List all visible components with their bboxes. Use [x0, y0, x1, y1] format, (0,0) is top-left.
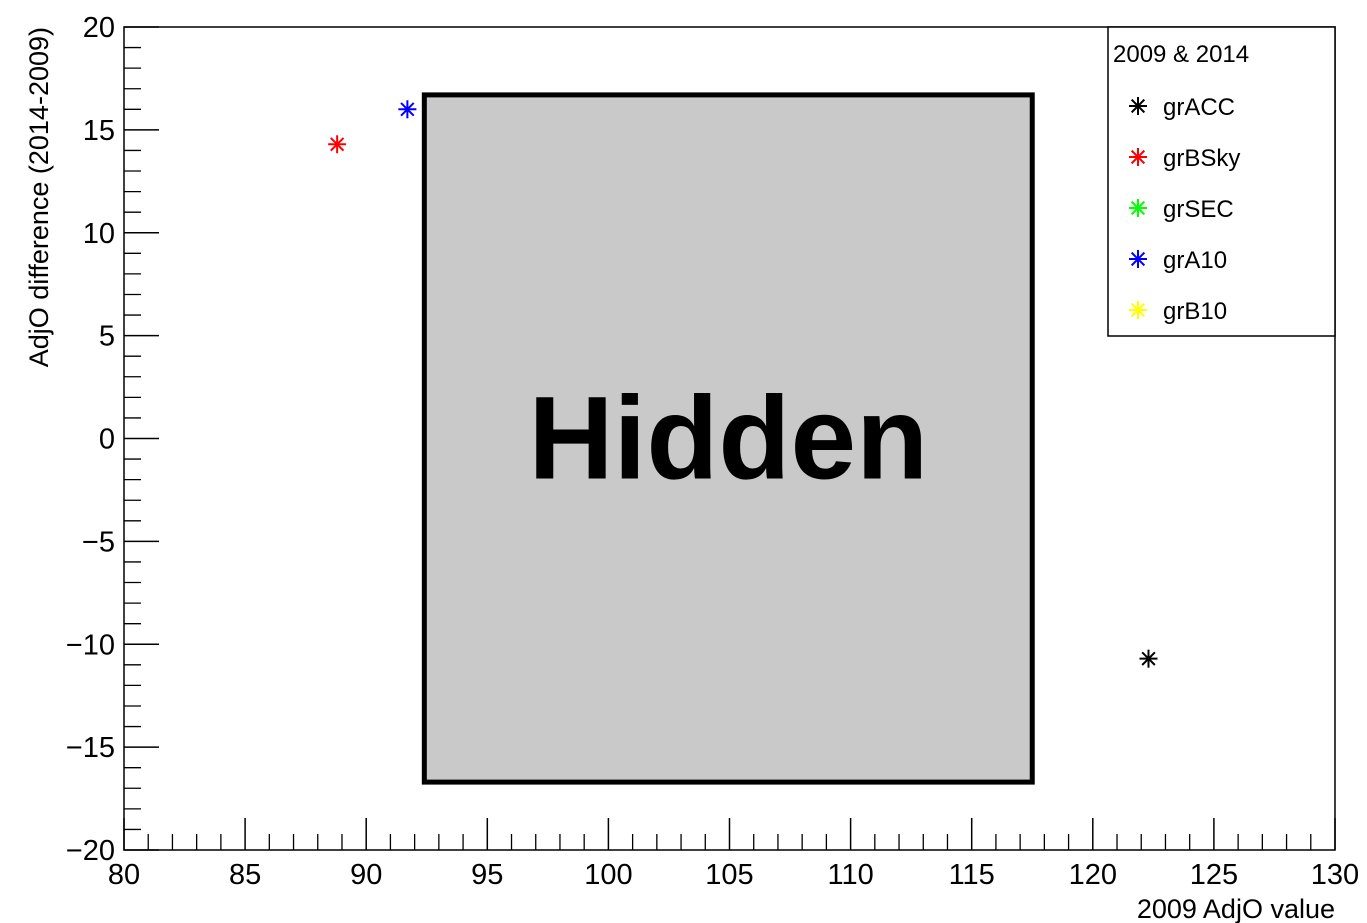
y-tick-labels: −20 −15 −10 −5 0 5 10 15 20 — [66, 12, 115, 867]
x-tick-label: 90 — [350, 859, 382, 891]
hidden-box-label: Hidden — [528, 373, 928, 505]
legend: 2009 & 2014 grACC grBSky grSEC grA10 grB10 — [1107, 26, 1336, 337]
legend-marker-grB10 — [1129, 301, 1147, 319]
legend-marker-grACC — [1129, 97, 1147, 115]
x-tick-label: 110 — [827, 859, 873, 891]
y-tick-label: 10 — [83, 218, 115, 250]
x-axis-label: 2009 AdjO value — [1137, 894, 1335, 923]
y-tick-label: −20 — [66, 835, 115, 867]
x-tick-labels: 80 85 90 95 100 105 110 115 120 125 130 — [108, 859, 1359, 891]
legend-title: 2009 & 2014 — [1113, 41, 1249, 68]
x-tick-label: 80 — [108, 859, 140, 891]
plot-frame — [123, 26, 1336, 851]
x-tick-label: 115 — [949, 859, 995, 891]
x-tick-label: 125 — [1190, 859, 1238, 891]
hidden-box-rect — [421, 92, 1035, 785]
y-tick-label: 20 — [83, 12, 115, 44]
legend-entry-grBSky: grBSky — [1163, 145, 1240, 172]
y-tick-label: −10 — [66, 629, 115, 661]
legend-marker-grA10 — [1129, 250, 1147, 268]
y-tick-label: −15 — [66, 732, 115, 764]
legend-entry-grB10: grB10 — [1163, 298, 1227, 325]
y-tick-label: −5 — [82, 526, 115, 558]
legend-marker-grSEC — [1129, 199, 1147, 217]
legend-entry-grSEC: grSEC — [1163, 196, 1234, 223]
data-points — [328, 100, 1158, 668]
data-point-grACC — [1139, 649, 1158, 668]
x-tick-label: 100 — [584, 859, 632, 891]
y-tick-label: 0 — [99, 424, 115, 456]
x-tick-label: 105 — [705, 859, 753, 891]
x-tick-label: 95 — [471, 859, 503, 891]
x-tick-label: 120 — [1069, 859, 1117, 891]
y-axis-label: AdjO difference (2014-2009) — [24, 27, 54, 367]
x-tick-label: 85 — [229, 859, 261, 891]
legend-box — [1107, 26, 1336, 337]
data-point-grBSky — [328, 135, 347, 154]
hidden-box: Hidden — [421, 92, 1035, 785]
y-tick-label: 15 — [83, 115, 115, 147]
minor-ticks — [124, 46, 1312, 850]
data-point-grA10 — [398, 100, 417, 119]
x-tick-label: 130 — [1311, 859, 1359, 891]
legend-entry-grACC: grACC — [1163, 94, 1235, 121]
legend-marker-grBSky — [1129, 148, 1147, 166]
y-tick-label: 5 — [99, 321, 115, 353]
legend-entry-grA10: grA10 — [1163, 247, 1227, 274]
